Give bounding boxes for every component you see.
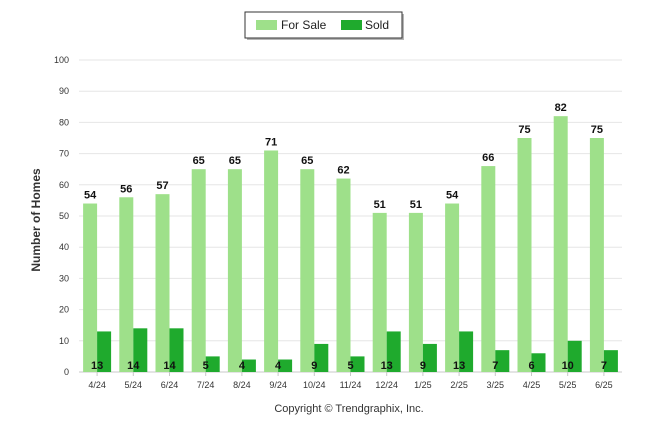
bar-for-sale: [264, 150, 279, 372]
legend-swatch: [256, 20, 277, 30]
data-label-for-sale: 65: [193, 155, 205, 167]
bar-sold: [314, 343, 329, 372]
data-label-sold: 13: [453, 360, 465, 372]
bar-sold: [278, 359, 293, 372]
data-label-sold: 10: [562, 360, 574, 372]
y-tick-label: 10: [59, 336, 69, 346]
bar-sold: [459, 331, 474, 372]
legend: For Sale Sold: [244, 11, 404, 40]
x-tick-label: 4/24: [88, 380, 106, 390]
data-label-sold: 13: [381, 360, 393, 372]
bar-for-sale: [83, 203, 98, 372]
bar-for-sale: [300, 169, 315, 372]
legend-label: For Sale: [281, 18, 327, 32]
bar-for-sale: [155, 194, 170, 372]
data-label-for-sale: 54: [446, 190, 459, 202]
data-label-for-sale: 82: [555, 102, 567, 114]
data-label-for-sale: 54: [84, 190, 97, 202]
bar-sold: [169, 328, 184, 372]
data-label-sold: 7: [601, 360, 607, 372]
x-tick-label: 6/25: [595, 380, 613, 390]
data-label-sold: 6: [528, 360, 534, 372]
x-tick-label: 10/24: [303, 380, 326, 390]
bar-sold: [205, 356, 220, 372]
x-tick-label: 1/25: [414, 380, 432, 390]
x-tick-label: 11/24: [340, 380, 362, 390]
data-label-for-sale: 56: [120, 183, 132, 195]
x-tick-label: 5/24: [125, 380, 143, 390]
legend-swatch: [341, 20, 362, 30]
legend-label: Sold: [365, 18, 389, 32]
bar-sold: [495, 350, 510, 372]
x-tick-label: 8/24: [233, 380, 251, 390]
data-label-sold: 5: [203, 360, 209, 372]
y-tick-label: 80: [59, 117, 69, 127]
x-tick-label: 4/25: [523, 380, 541, 390]
y-tick-label: 70: [59, 149, 69, 159]
bar-sold: [603, 350, 618, 372]
bar-sold: [531, 353, 546, 372]
bar-for-sale: [119, 197, 134, 372]
data-label-for-sale: 65: [229, 155, 241, 167]
y-tick-label: 30: [59, 273, 69, 283]
y-tick-label: 100: [54, 55, 69, 65]
bar-for-sale: [372, 212, 387, 372]
data-label-for-sale: 75: [591, 124, 603, 136]
x-tick-label: 9/24: [269, 380, 287, 390]
bar-for-sale: [517, 138, 532, 372]
bar-sold: [567, 340, 582, 372]
data-label-for-sale: 57: [156, 180, 168, 192]
bar-for-sale: [408, 212, 423, 372]
bar-sold: [422, 343, 437, 372]
bar-sold: [97, 331, 112, 372]
y-tick-label: 0: [64, 367, 69, 377]
bar-for-sale: [553, 116, 568, 372]
y-tick-label: 60: [59, 180, 69, 190]
bar-for-sale: [336, 178, 351, 372]
bar-for-sale: [191, 169, 206, 372]
data-label-sold: 9: [420, 360, 426, 372]
data-label-for-sale: 62: [337, 165, 349, 177]
bar-layer: [83, 116, 618, 372]
y-tick-label: 20: [59, 305, 69, 315]
data-label-for-sale: 51: [410, 199, 422, 211]
x-tick-label: 2/25: [450, 380, 468, 390]
data-label-for-sale: 71: [265, 136, 277, 148]
copyright-footer: Copyright © Trendgraphix, Inc.: [274, 403, 423, 415]
label-layer: 5413561457146556547146596255113519541366…: [84, 102, 607, 372]
data-label-sold: 4: [275, 360, 282, 372]
bar-sold: [386, 331, 401, 372]
bar-sold: [241, 359, 256, 372]
x-tick-label: 5/25: [559, 380, 577, 390]
data-label-for-sale: 51: [374, 199, 386, 211]
bar-for-sale: [445, 203, 460, 372]
bar-for-sale: [589, 138, 604, 372]
data-label-sold: 4: [239, 360, 246, 372]
bar-for-sale: [481, 166, 496, 372]
y-tick-label: 40: [59, 242, 69, 252]
data-label-sold: 9: [311, 360, 317, 372]
x-tick-label: 6/24: [161, 380, 179, 390]
data-label-sold: 13: [91, 360, 103, 372]
data-label-sold: 14: [163, 360, 176, 372]
x-tick-label: 3/25: [487, 380, 505, 390]
data-label-sold: 14: [127, 360, 140, 372]
x-tick-label: 12/24: [375, 380, 398, 390]
data-label-sold: 7: [492, 360, 498, 372]
y-axis-label: Number of Homes: [29, 168, 43, 272]
data-label-sold: 5: [347, 360, 353, 372]
x-tick-label: 7/24: [197, 380, 215, 390]
bar-sold: [133, 328, 148, 372]
bar-for-sale: [227, 169, 242, 372]
y-tick-label: 90: [59, 86, 69, 96]
bar-sold: [350, 356, 365, 372]
data-label-for-sale: 66: [482, 152, 494, 164]
data-label-for-sale: 65: [301, 155, 313, 167]
data-label-for-sale: 75: [518, 124, 530, 136]
y-tick-label: 50: [59, 211, 69, 221]
